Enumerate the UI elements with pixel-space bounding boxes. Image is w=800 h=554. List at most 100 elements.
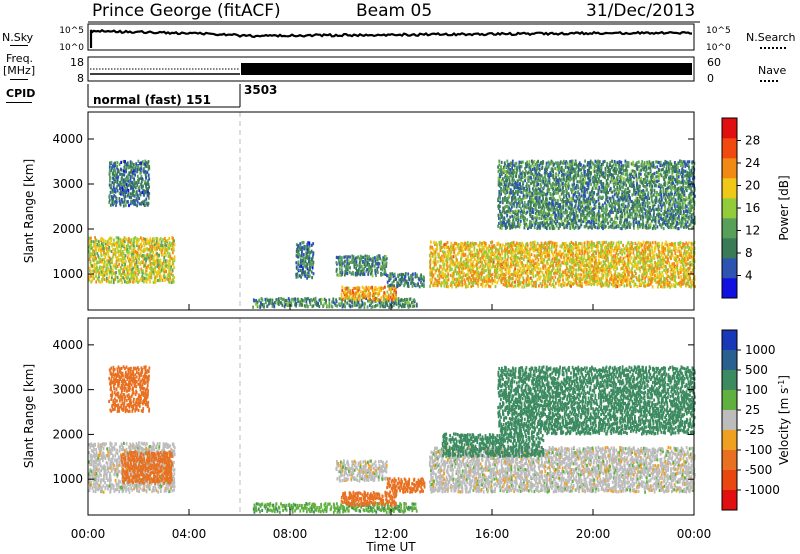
data-cell [510,260,513,264]
data-cell [519,184,522,189]
data-cell [508,193,511,197]
data-cell [536,195,539,200]
data-cell [393,272,396,276]
data-cell [596,271,599,275]
data-cell [673,262,676,266]
data-cell [436,274,439,278]
data-cell [524,178,526,183]
data-cell [480,275,483,280]
data-cell [148,192,151,196]
data-cell [547,262,549,266]
data-cell [406,297,408,302]
data-cell [645,240,648,245]
data-cell [153,240,156,244]
data-cell [655,269,657,273]
data-cell [527,170,530,174]
data-cell [452,244,455,248]
data-cell [633,256,636,260]
data-cell [397,282,399,286]
data-cell [394,287,397,291]
data-cell [353,260,356,264]
data-cell [457,284,459,288]
data-cell [639,259,642,264]
data-cell [521,198,523,202]
data-cell [133,238,135,242]
data-cell [530,171,532,175]
data-cell [129,187,132,191]
data-cell [511,159,514,163]
data-cell [526,162,529,166]
data-cell [583,252,586,256]
data-cell [662,281,665,285]
data-cell [124,182,127,186]
data-cell [508,269,511,273]
data-cell [505,181,508,185]
data-cell [501,177,504,181]
data-cell [495,272,497,276]
data-cell [144,262,147,266]
data-cell [438,252,440,256]
data-cell [138,279,141,283]
data-cell [634,259,637,263]
data-cell [108,194,111,198]
data-cell [130,261,133,265]
data-cell [610,282,613,286]
data-cell [295,265,298,269]
data-cell [88,236,91,240]
data-cell [129,192,132,196]
data-cell [154,265,157,269]
data-cell [687,241,690,245]
data-cell [676,260,679,264]
data-cell [558,274,561,278]
data-cell [678,281,680,286]
data-cell [133,181,135,185]
data-cell [542,179,545,184]
data-cell [622,281,624,285]
data-cell [527,179,530,183]
data-cell [297,255,300,259]
data-cell [685,268,688,272]
data-cell [352,297,355,301]
data-cell [507,242,509,246]
data-cell [513,204,515,208]
data-cell [582,270,585,274]
data-cell [529,175,532,179]
data-cell [560,284,563,288]
data-cell [521,256,523,260]
data-cell [639,242,642,246]
data-cell [586,273,589,277]
data-cell [578,277,581,281]
data-cell [520,190,523,194]
data-cell [113,200,115,204]
data-cell [516,204,519,208]
data-cell [132,254,135,258]
data-cell [601,264,604,268]
data-cell [681,258,683,263]
data-cell [127,173,130,177]
data-cell [575,242,577,246]
data-cell [501,200,504,204]
data-cell [441,268,444,272]
data-cell [100,260,102,264]
data-cell [389,302,391,306]
data-cell [544,270,547,274]
data-cell [508,280,511,285]
data-cell [475,259,478,263]
data-cell [368,255,370,259]
data-cell [642,284,645,288]
data-cell [525,222,528,226]
data-cell [554,254,557,258]
data-cell [579,261,582,265]
data-cell [450,241,453,245]
data-cell [353,265,356,269]
data-cell [581,281,583,285]
data-cell [556,279,559,283]
data-cell [122,178,125,182]
data-cell [476,248,478,252]
data-cell [467,273,469,277]
data-cell [551,241,554,245]
data-cell [644,256,647,260]
data-cell [598,241,601,245]
data-cell [493,275,496,279]
data-cell [121,187,124,191]
